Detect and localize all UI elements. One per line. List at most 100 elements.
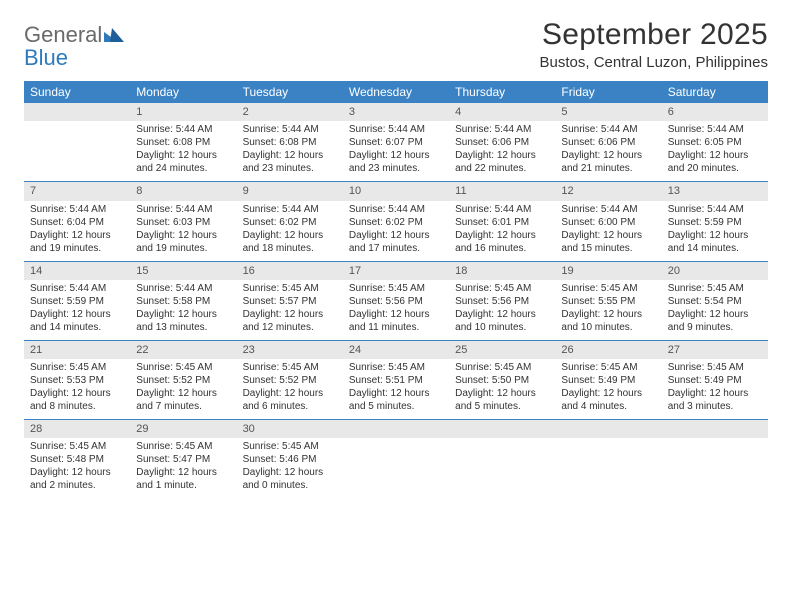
sunset-text: Sunset: 5:56 PM bbox=[349, 295, 443, 308]
calendar-cell: 12Sunrise: 5:44 AMSunset: 6:00 PMDayligh… bbox=[555, 182, 661, 260]
daylight2-text: and 12 minutes. bbox=[243, 321, 337, 334]
calendar-cell: 24Sunrise: 5:45 AMSunset: 5:51 PMDayligh… bbox=[343, 341, 449, 419]
day-number: 25 bbox=[449, 341, 555, 359]
sunset-text: Sunset: 5:47 PM bbox=[136, 453, 230, 466]
cell-body: Sunrise: 5:45 AMSunset: 5:57 PMDaylight:… bbox=[237, 280, 343, 340]
sunset-text: Sunset: 5:55 PM bbox=[561, 295, 655, 308]
sunrise-text: Sunrise: 5:45 AM bbox=[30, 361, 124, 374]
daylight2-text: and 7 minutes. bbox=[136, 400, 230, 413]
sunrise-text: Sunrise: 5:44 AM bbox=[455, 203, 549, 216]
daylight1-text: Daylight: 12 hours bbox=[243, 149, 337, 162]
daylight1-text: Daylight: 12 hours bbox=[455, 149, 549, 162]
daylight1-text: Daylight: 12 hours bbox=[668, 308, 762, 321]
daylight2-text: and 21 minutes. bbox=[561, 162, 655, 175]
calendar-cell: 25Sunrise: 5:45 AMSunset: 5:50 PMDayligh… bbox=[449, 341, 555, 419]
sunrise-text: Sunrise: 5:44 AM bbox=[136, 203, 230, 216]
calendar-cell bbox=[555, 420, 661, 498]
calendar-cell: 20Sunrise: 5:45 AMSunset: 5:54 PMDayligh… bbox=[662, 262, 768, 340]
day-number: 10 bbox=[343, 182, 449, 200]
cell-body: Sunrise: 5:44 AMSunset: 5:59 PMDaylight:… bbox=[24, 280, 130, 340]
cell-body: Sunrise: 5:45 AMSunset: 5:49 PMDaylight:… bbox=[555, 359, 661, 419]
day-number: 20 bbox=[662, 262, 768, 280]
sunset-text: Sunset: 6:02 PM bbox=[243, 216, 337, 229]
daylight1-text: Daylight: 12 hours bbox=[243, 387, 337, 400]
cell-body: Sunrise: 5:45 AMSunset: 5:55 PMDaylight:… bbox=[555, 280, 661, 340]
daylight1-text: Daylight: 12 hours bbox=[136, 308, 230, 321]
day-header: Monday bbox=[130, 81, 236, 103]
logo-icon bbox=[104, 29, 124, 46]
sunrise-text: Sunrise: 5:45 AM bbox=[243, 440, 337, 453]
daylight1-text: Daylight: 12 hours bbox=[136, 466, 230, 479]
cell-body: Sunrise: 5:44 AMSunset: 6:01 PMDaylight:… bbox=[449, 201, 555, 261]
calendar-cell: 18Sunrise: 5:45 AMSunset: 5:56 PMDayligh… bbox=[449, 262, 555, 340]
day-number: 4 bbox=[449, 103, 555, 121]
calendar-cell: 27Sunrise: 5:45 AMSunset: 5:49 PMDayligh… bbox=[662, 341, 768, 419]
sunrise-text: Sunrise: 5:45 AM bbox=[349, 361, 443, 374]
sunset-text: Sunset: 5:52 PM bbox=[243, 374, 337, 387]
daylight1-text: Daylight: 12 hours bbox=[561, 149, 655, 162]
daylight1-text: Daylight: 12 hours bbox=[243, 466, 337, 479]
sunset-text: Sunset: 5:59 PM bbox=[30, 295, 124, 308]
day-number: 5 bbox=[555, 103, 661, 121]
sunrise-text: Sunrise: 5:45 AM bbox=[136, 440, 230, 453]
daylight2-text: and 23 minutes. bbox=[243, 162, 337, 175]
sunset-text: Sunset: 6:05 PM bbox=[668, 136, 762, 149]
day-number bbox=[449, 420, 555, 438]
sunset-text: Sunset: 5:53 PM bbox=[30, 374, 124, 387]
daylight2-text: and 24 minutes. bbox=[136, 162, 230, 175]
cell-body: Sunrise: 5:44 AMSunset: 6:02 PMDaylight:… bbox=[343, 201, 449, 261]
daylight1-text: Daylight: 12 hours bbox=[30, 387, 124, 400]
day-number: 6 bbox=[662, 103, 768, 121]
calendar-cell: 9Sunrise: 5:44 AMSunset: 6:02 PMDaylight… bbox=[237, 182, 343, 260]
sunrise-text: Sunrise: 5:44 AM bbox=[136, 282, 230, 295]
daylight2-text: and 19 minutes. bbox=[30, 242, 124, 255]
cell-body: Sunrise: 5:44 AMSunset: 6:06 PMDaylight:… bbox=[449, 121, 555, 181]
daylight1-text: Daylight: 12 hours bbox=[561, 308, 655, 321]
daylight2-text: and 15 minutes. bbox=[561, 242, 655, 255]
sunrise-text: Sunrise: 5:45 AM bbox=[455, 282, 549, 295]
daylight2-text: and 0 minutes. bbox=[243, 479, 337, 492]
daylight1-text: Daylight: 12 hours bbox=[136, 387, 230, 400]
month-title: September 2025 bbox=[540, 18, 768, 52]
cell-body: Sunrise: 5:45 AMSunset: 5:51 PMDaylight:… bbox=[343, 359, 449, 419]
daylight2-text: and 18 minutes. bbox=[243, 242, 337, 255]
calendar-cell bbox=[449, 420, 555, 498]
daylight2-text: and 13 minutes. bbox=[136, 321, 230, 334]
daylight1-text: Daylight: 12 hours bbox=[668, 149, 762, 162]
title-block: September 2025 Bustos, Central Luzon, Ph… bbox=[540, 18, 768, 71]
day-number bbox=[24, 103, 130, 121]
sunset-text: Sunset: 6:06 PM bbox=[455, 136, 549, 149]
sunset-text: Sunset: 6:00 PM bbox=[561, 216, 655, 229]
sunset-text: Sunset: 6:03 PM bbox=[136, 216, 230, 229]
sunset-text: Sunset: 5:49 PM bbox=[668, 374, 762, 387]
sunrise-text: Sunrise: 5:45 AM bbox=[561, 282, 655, 295]
calendar-cell bbox=[662, 420, 768, 498]
logo-text-general: General bbox=[24, 22, 102, 47]
daylight2-text: and 10 minutes. bbox=[455, 321, 549, 334]
sunrise-text: Sunrise: 5:44 AM bbox=[30, 282, 124, 295]
cell-body: Sunrise: 5:45 AMSunset: 5:48 PMDaylight:… bbox=[24, 438, 130, 498]
daylight2-text: and 14 minutes. bbox=[668, 242, 762, 255]
daylight1-text: Daylight: 12 hours bbox=[668, 387, 762, 400]
daylight2-text: and 10 minutes. bbox=[561, 321, 655, 334]
daylight1-text: Daylight: 12 hours bbox=[349, 229, 443, 242]
day-header: Thursday bbox=[449, 81, 555, 103]
sunrise-text: Sunrise: 5:45 AM bbox=[349, 282, 443, 295]
daylight1-text: Daylight: 12 hours bbox=[30, 466, 124, 479]
sunset-text: Sunset: 6:04 PM bbox=[30, 216, 124, 229]
logo: General Blue bbox=[24, 24, 124, 70]
sunrise-text: Sunrise: 5:45 AM bbox=[668, 361, 762, 374]
calendar-cell: 28Sunrise: 5:45 AMSunset: 5:48 PMDayligh… bbox=[24, 420, 130, 498]
sunrise-text: Sunrise: 5:44 AM bbox=[561, 203, 655, 216]
sunset-text: Sunset: 5:58 PM bbox=[136, 295, 230, 308]
daylight1-text: Daylight: 12 hours bbox=[136, 229, 230, 242]
sunset-text: Sunset: 6:07 PM bbox=[349, 136, 443, 149]
calendar-cell: 2Sunrise: 5:44 AMSunset: 6:08 PMDaylight… bbox=[237, 103, 343, 181]
week-row: 21Sunrise: 5:45 AMSunset: 5:53 PMDayligh… bbox=[24, 341, 768, 420]
cell-body: Sunrise: 5:44 AMSunset: 6:08 PMDaylight:… bbox=[130, 121, 236, 181]
day-number: 11 bbox=[449, 182, 555, 200]
day-number: 17 bbox=[343, 262, 449, 280]
cell-body: Sunrise: 5:44 AMSunset: 6:04 PMDaylight:… bbox=[24, 201, 130, 261]
daylight1-text: Daylight: 12 hours bbox=[136, 149, 230, 162]
day-number: 2 bbox=[237, 103, 343, 121]
